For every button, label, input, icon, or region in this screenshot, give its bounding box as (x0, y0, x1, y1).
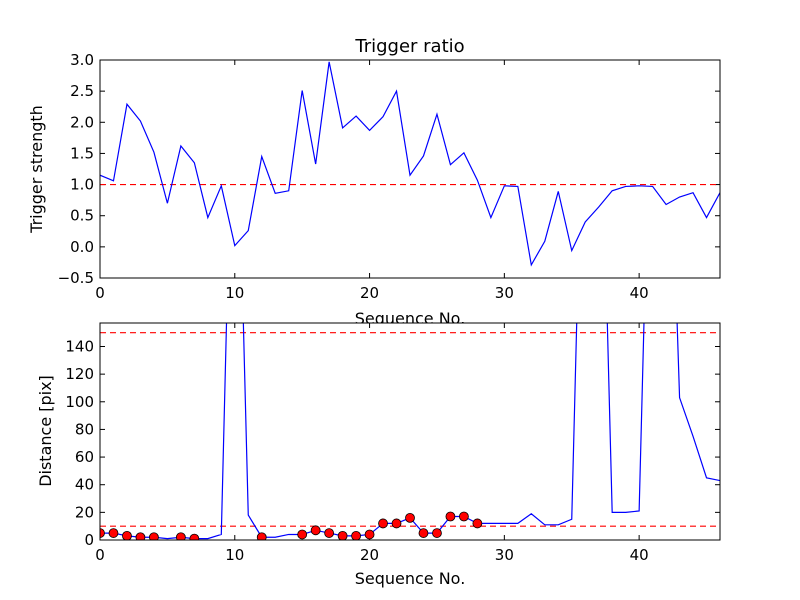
top-plot-clip-group (100, 61, 720, 267)
top-y-tick-label: 2.5 (70, 82, 94, 100)
top-series-line-0 (100, 61, 720, 267)
top-plot-area (100, 61, 720, 267)
bottom-data-point (100, 528, 105, 538)
bottom-y-tick-label: 140 (65, 337, 94, 355)
bottom-x-tick-label: 10 (225, 546, 244, 564)
top-x-tick-label: 20 (360, 284, 379, 302)
top-chart-title: Trigger ratio (354, 36, 464, 57)
bottom-plot-frame (99, 322, 721, 541)
top-y-tick-label: 1.5 (70, 144, 94, 162)
bottom-data-point (310, 525, 321, 536)
bottom-data-point (472, 518, 483, 529)
bottom-data-point (378, 518, 388, 529)
top-x-tick-label: 10 (225, 284, 244, 302)
bottom-y-tick-label: 0 (84, 531, 94, 549)
bottom-data-point (108, 528, 119, 538)
bottom-x-tick-label: 20 (360, 546, 379, 564)
bottom-y-tick-label: 120 (65, 365, 94, 383)
bottom-x-tick-label: 40 (630, 546, 649, 564)
bottom-y-tick-label: 20 (75, 503, 94, 521)
bottom-data-point (445, 511, 456, 522)
bottom-data-point (297, 529, 308, 540)
top-x-tick-label: 30 (495, 284, 514, 302)
top-plot-background (100, 60, 720, 278)
bottom-plot-background (100, 323, 720, 540)
top-y-axis-label: Trigger strength (27, 105, 46, 234)
bottom-data-point (324, 528, 335, 538)
bottom-y-tick-label: 80 (75, 420, 94, 438)
bottom-x-tick-label: 0 (95, 546, 105, 564)
bottom-plot-area (100, 323, 720, 540)
bottom-data-point (459, 511, 469, 522)
bottom-data-point (405, 512, 415, 523)
top-panel: 0 10 20 30 40 −0.5 0.0 0.5 1.0 1.5 2.0 2.5 3.0 Trigg… (27, 36, 721, 328)
bottom-data-point (351, 530, 361, 540)
bottom-data-point (337, 530, 348, 540)
top-y-tick-label: 1.0 (70, 176, 94, 194)
top-y-tick-label: −0.5 (58, 269, 94, 287)
bottom-data-point (364, 529, 375, 540)
top-ticks: 0 10 20 30 40 −0.5 0.0 0.5 1.0 1.5 2.0 2.5 3.0 (58, 51, 720, 302)
top-y-tick-label: 2.0 (70, 113, 94, 131)
top-y-tick-label: 3.0 (70, 51, 94, 69)
bottom-y-tick-label: 100 (65, 393, 94, 411)
top-y-tick-label: 0.0 (70, 238, 94, 256)
bottom-y-tick-label: 60 (75, 448, 94, 466)
bottom-x-axis-label: Sequence No. (355, 569, 466, 588)
bottom-data-point (135, 532, 146, 540)
top-x-tick-label: 0 (95, 284, 105, 302)
bottom-data-point (189, 533, 200, 540)
top-plot-frame (99, 59, 721, 279)
bottom-data-point (418, 528, 429, 538)
bottom-data-point (256, 532, 267, 540)
top-x-tick-label: 40 (630, 284, 649, 302)
bottom-y-axis-label: Distance [pix] (36, 375, 55, 487)
bottom-data-point (432, 528, 442, 538)
bottom-panel: 0 10 20 30 40 0 20 40 60 80 100 120 140 Distance [pi… (36, 322, 721, 588)
bottom-data-point (122, 530, 132, 540)
bottom-plot-clip-group (100, 323, 720, 540)
bottom-ticks: 0 10 20 30 40 0 20 40 60 80 100 120 140 (65, 323, 720, 564)
top-y-tick-label: 0.5 (70, 207, 94, 225)
bottom-y-tick-label: 40 (75, 476, 94, 494)
bottom-x-tick-label: 30 (495, 546, 514, 564)
bottom-data-point (149, 532, 159, 540)
bottom-data-point (175, 532, 186, 540)
bottom-data-point (391, 518, 402, 529)
